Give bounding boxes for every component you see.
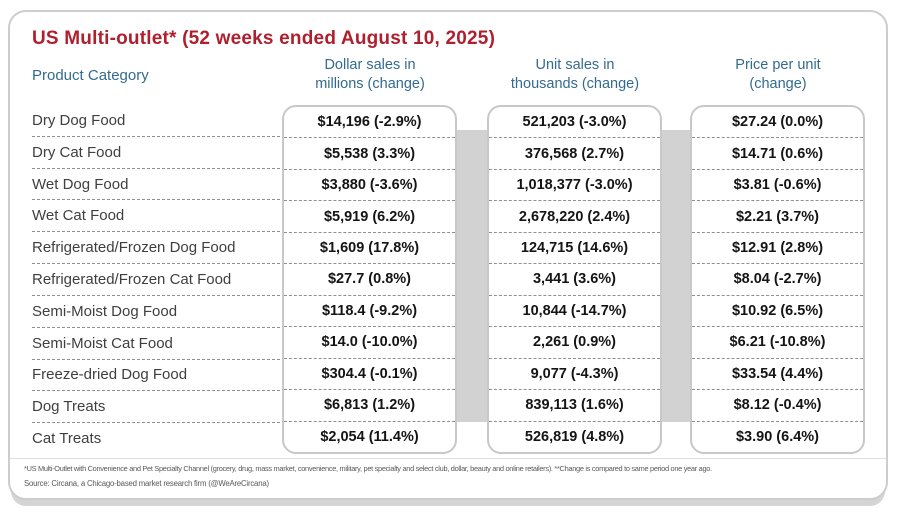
category-cell: Semi-Moist Cat Food bbox=[32, 328, 280, 360]
dollar-sales-cell: $118.4 (-9.2%) bbox=[284, 296, 455, 328]
price-per-unit-cell: $33.54 (4.4%) bbox=[692, 359, 863, 391]
dollar-sales-card: $14,196 (-2.9%) $5,538 (3.3%) $3,880 (-3.6… bbox=[282, 105, 457, 454]
unit-sales-cell: 3,441 (3.6%) bbox=[489, 264, 660, 296]
price-per-unit-cell: $8.12 (-0.4%) bbox=[692, 390, 863, 422]
dollar-sales-cell: $2,054 (11.4%) bbox=[320, 428, 419, 445]
unit-sales-cell: 526,819 (4.8%) bbox=[524, 428, 625, 445]
dollar-sales-cell: $5,538 (3.3%) bbox=[284, 138, 455, 170]
column-header-price-per-unit-line2: (change) bbox=[749, 75, 807, 92]
category-cell: Wet Cat Food bbox=[32, 200, 280, 233]
footnote-methodology: *US Multi-Outlet with Convenience and Pe… bbox=[24, 464, 712, 473]
column-header-unit-sales-line2: thousands (change) bbox=[510, 75, 640, 92]
unit-sales-cell: 9,077 (-4.3%) bbox=[489, 359, 660, 391]
column-header-unit-sales: Unit sales in thousands (change) bbox=[475, 56, 675, 94]
page-title: US Multi-outlet* (52 weeks ended August … bbox=[32, 28, 496, 49]
price-per-unit-cell: $3.81 (-0.6%) bbox=[692, 170, 863, 202]
column-header-dollar-sales-line2: millions (change) bbox=[315, 75, 425, 92]
footnotes: *US Multi-Outlet with Convenience and Pe… bbox=[10, 458, 886, 488]
dollar-sales-cell: $1,609 (17.8%) bbox=[284, 233, 455, 265]
price-per-unit-cell: $6.21 (-10.8%) bbox=[692, 327, 863, 359]
category-cell: Dog Treats bbox=[32, 391, 280, 424]
dollar-sales-cell: $14.0 (-10.0%) bbox=[284, 327, 455, 359]
unit-sales-cell: 2,678,220 (2.4%) bbox=[489, 201, 660, 233]
category-cell: Wet Dog Food bbox=[32, 169, 280, 201]
category-cell: Cat Treats bbox=[32, 430, 102, 448]
unit-sales-cell: 839,113 (1.6%) bbox=[489, 390, 660, 422]
price-per-unit-cell: $12.91 (2.8%) bbox=[692, 233, 863, 265]
unit-sales-cell: 1,018,377 (-3.0%) bbox=[489, 170, 660, 202]
column-header-unit-sales-line1: Unit sales in bbox=[535, 57, 615, 73]
dollar-sales-cell: $6,813 (1.2%) bbox=[284, 390, 455, 422]
price-per-unit-cell: $3.90 (6.4%) bbox=[735, 428, 820, 445]
column-header-dollar-sales: Dollar sales in millions (change) bbox=[270, 56, 470, 94]
dollar-sales-cell: $304.4 (-0.1%) bbox=[284, 359, 455, 391]
dollar-sales-cell: $14,196 (-2.9%) bbox=[284, 107, 455, 139]
unit-sales-cell: 521,203 (-3.0%) bbox=[489, 107, 660, 139]
report-card: US Multi-outlet* (52 weeks ended August … bbox=[8, 10, 888, 500]
price-per-unit-cell: $10.92 (6.5%) bbox=[692, 296, 863, 328]
unit-sales-cell: 376,568 (2.7%) bbox=[489, 138, 660, 170]
dollar-sales-cell: $27.7 (0.8%) bbox=[284, 264, 455, 296]
category-cell: Dry Cat Food bbox=[32, 137, 280, 169]
column-header-price-per-unit-line1: Price per unit bbox=[735, 57, 821, 73]
category-cell: Refrigerated/Frozen Dog Food bbox=[32, 232, 280, 265]
category-cell: Semi-Moist Dog Food bbox=[32, 296, 280, 328]
category-cell: Freeze-dried Dog Food bbox=[32, 360, 280, 392]
unit-sales-cell: 2,261 (0.9%) bbox=[489, 327, 660, 359]
product-category-column: Dry Dog Food Dry Cat Food Wet Dog Food Wet … bbox=[32, 105, 280, 454]
column-header-price-per-unit: Price per unit (change) bbox=[678, 56, 878, 94]
footnote-source: Source: Circana, a Chicago-based market … bbox=[24, 479, 269, 488]
category-cell: Refrigerated/Frozen Cat Food bbox=[32, 264, 280, 296]
column-divider-strip bbox=[450, 130, 494, 422]
dollar-sales-cell: $3,880 (-3.6%) bbox=[284, 170, 455, 202]
price-per-unit-card: $27.24 (0.0%) $14.71 (0.6%) $3.81 (-0.6%) $… bbox=[690, 105, 865, 454]
price-per-unit-cell: $27.24 (0.0%) bbox=[692, 107, 863, 139]
price-per-unit-cell: $2.21 (3.7%) bbox=[692, 201, 863, 233]
price-per-unit-cell: $14.71 (0.6%) bbox=[692, 138, 863, 170]
unit-sales-cell: 10,844 (-14.7%) bbox=[489, 296, 660, 328]
unit-sales-card: 521,203 (-3.0%) 376,568 (2.7%) 1,018,377 (… bbox=[487, 105, 662, 454]
column-header-dollar-sales-line1: Dollar sales in bbox=[324, 57, 416, 73]
category-cell: Dry Dog Food bbox=[32, 105, 280, 137]
unit-sales-cell: 124,715 (14.6%) bbox=[489, 233, 660, 265]
price-per-unit-cell: $8.04 (-2.7%) bbox=[692, 264, 863, 296]
dollar-sales-cell: $5,919 (6.2%) bbox=[284, 201, 455, 233]
column-header-product-category: Product Category bbox=[32, 67, 149, 84]
